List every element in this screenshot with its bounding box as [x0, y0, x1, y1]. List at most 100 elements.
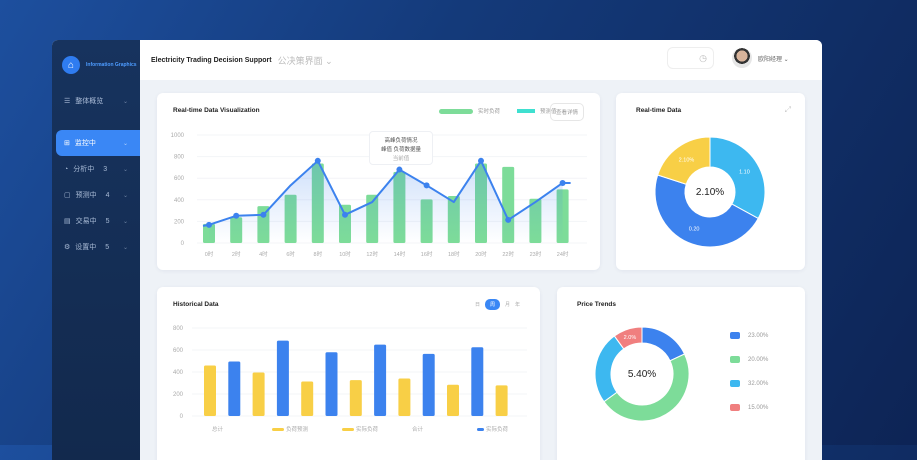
bar — [228, 361, 241, 416]
details-button[interactable]: 查看详情 — [549, 103, 584, 121]
x-tick-label: 12时 — [366, 250, 378, 258]
line-point — [233, 212, 240, 219]
y-tick-label: 0 — [180, 414, 184, 420]
analysis-icon: ◔ — [64, 165, 69, 173]
card-title: Price Trends — [577, 301, 617, 308]
y-tick-label: 400 — [173, 370, 184, 376]
donut-slice — [613, 326, 643, 350]
line-point — [423, 182, 430, 189]
donut-center-value: 5.40% — [628, 369, 656, 380]
tab-1[interactable]: 周 — [484, 299, 500, 310]
x-tick-label: 14时 — [394, 250, 406, 258]
y-tick-label: 200 — [174, 219, 185, 225]
avatar[interactable] — [732, 48, 752, 68]
chevron-icon: ⌄ — [122, 166, 128, 173]
y-tick-label: 800 — [173, 326, 184, 332]
sidebar-item-label: 设置中 — [75, 244, 97, 251]
line-point — [505, 216, 512, 223]
legend-swatch — [730, 404, 740, 411]
line-point — [396, 166, 403, 173]
legend-item: 23.00% — [730, 332, 768, 339]
x-tick-label: 2时 — [232, 250, 241, 258]
chart-tooltip: 高峰负荷情况 峰值 负荷数据量 当前值 — [369, 131, 433, 165]
tab-2[interactable]: 月 — [504, 302, 510, 308]
y-tick-label: 600 — [173, 348, 184, 354]
line-point — [260, 211, 267, 218]
legend-label: 实际负荷 — [486, 425, 509, 433]
sidebar-item-badge: 3 — [103, 165, 108, 173]
slice-label: 2.10% — [679, 158, 695, 164]
period-tabs: 日周月年 — [475, 299, 520, 310]
realtime-viz-card: Real-time Data Visualization 实时负荷 预测值 查看… — [157, 93, 600, 270]
legend-swatch — [517, 109, 535, 113]
legend-label: 实际负荷 — [356, 425, 379, 433]
legend-swatch — [477, 428, 484, 431]
bar — [301, 381, 314, 416]
y-tick-label: 200 — [173, 392, 184, 398]
line-point — [559, 179, 566, 186]
x-tick-label: 8时 — [314, 250, 323, 258]
legend-swatch — [730, 356, 740, 363]
sidebar: ⌂ Information Graphics ☰ 整体概览 ⌄ ⊞ 监控中 ⌄ ◔ 分析中 3 ⌄ ▢… — [52, 40, 140, 460]
x-tick-label: 16时 — [421, 250, 433, 258]
sidebar-item[interactable]: ⚙ 设置中 5 ⌄ — [52, 234, 140, 260]
legend-swatch — [272, 428, 284, 431]
x-tick-label: 24时 — [557, 250, 569, 258]
historical-chart: 0 200 400 600 800 总计 负荷预测 实际负荷 合计 实际负荷 — [173, 326, 527, 433]
legend-label: 15.00% — [748, 404, 769, 411]
header: Electricity Trading Decision Support 公决策… — [140, 40, 822, 80]
view-dropdown[interactable]: 公决策界面 ⌄ — [278, 54, 333, 67]
legend-item: 实时负荷 — [439, 107, 500, 115]
user-name: 欧阳经理 — [758, 57, 783, 63]
view-label: 公决策界面 — [277, 55, 323, 66]
sidebar-item[interactable]: ⊞ 监控中 ⌄ — [56, 130, 140, 156]
sidebar-item[interactable]: ▤ 交易中 5 ⌄ — [52, 208, 140, 234]
sidebar-nav: ☰ 整体概览 ⌄ ⊞ 监控中 ⌄ ◔ 分析中 3 ⌄ ▢ 预测中 4 ⌄ ▤ 交易中 5 ⌄ ⚙ 设置中 5 ⌄ — [52, 88, 140, 260]
sidebar-item[interactable]: ◔ 分析中 3 ⌄ — [52, 156, 140, 182]
tab-0[interactable]: 日 — [474, 302, 480, 308]
tooltip-title: 高峰负荷情况 — [384, 138, 418, 144]
bar — [204, 365, 216, 416]
expand-icon[interactable]: ⤢ — [784, 105, 791, 114]
realtime-data-card: Real-time Data ⤢ 1.10 0.20 2.10% 2.10% — [616, 93, 805, 270]
tab-3[interactable]: 年 — [514, 302, 520, 308]
monitor-icon: ⊞ — [64, 140, 70, 147]
sidebar-item-label: 整体概览 — [75, 98, 104, 105]
sidebar-item-label: 分析中 — [73, 166, 95, 173]
donut-center-value: 2.10% — [696, 187, 724, 198]
logo: ⌂ Information Graphics — [52, 40, 140, 80]
forecast-icon: ▢ — [64, 192, 71, 199]
price-trends-card: Price Trends 2.0% 5.40% 23.00% 20.00% 32.00… — [557, 287, 805, 460]
card-title: Real-time Data Visualization — [173, 107, 260, 114]
slice-label: 2.0% — [624, 335, 637, 341]
bar — [447, 384, 459, 416]
donut-slice — [654, 174, 759, 248]
historical-card: Historical Data 日周月年 0 200 400 600 800 总计 负荷预测… — [157, 287, 540, 460]
legend-label: 23.00% — [748, 332, 769, 339]
bar — [374, 344, 387, 416]
bar — [276, 340, 289, 416]
page-title: Electricity Trading Decision Support — [151, 56, 272, 64]
sidebar-item-badge: 4 — [105, 191, 110, 199]
x-tick-label: 18时 — [448, 250, 460, 258]
legend-item: 32.00% — [730, 380, 768, 387]
trade-icon: ▤ — [64, 218, 71, 225]
legend-swatch — [439, 108, 473, 114]
sidebar-item[interactable]: ☰ 整体概览 ⌄ — [52, 88, 140, 114]
line-point — [314, 157, 321, 164]
line-point — [478, 157, 484, 164]
search-box[interactable]: ◷ — [667, 47, 714, 69]
legend-label: 实时负荷 — [478, 109, 501, 115]
y-tick-label: 0 — [181, 241, 185, 247]
search-icon: ◷ — [699, 52, 707, 63]
donut-slice — [594, 335, 625, 403]
price-donut: 2.0% 5.40% — [594, 326, 690, 422]
bar — [422, 353, 435, 416]
x-tick-label: 4时 — [259, 250, 268, 258]
sidebar-item[interactable]: ▢ 预测中 4 ⌄ — [52, 182, 140, 208]
user-menu[interactable]: 欧阳经理 ⌄ — [758, 57, 789, 63]
realtime-donut: 1.10 0.20 2.10% 2.10% — [654, 136, 766, 248]
realtime-chart: 0 200 400 600 800 1000 0时 2时 4时 6时 8时 10时 12时 14时 16时 1… — [171, 133, 587, 258]
chevron-icon: ⌄ — [122, 98, 128, 105]
chevron-down-icon: ⌄ — [325, 55, 333, 66]
